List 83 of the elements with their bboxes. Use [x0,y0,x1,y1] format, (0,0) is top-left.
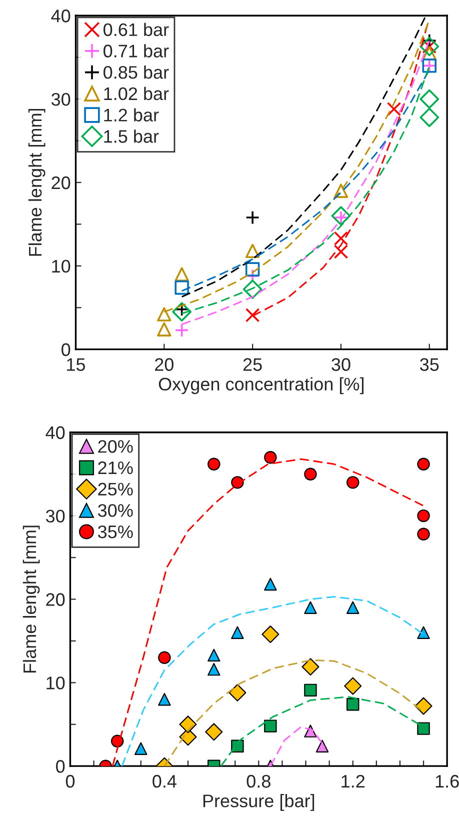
point [346,698,360,711]
point [417,626,430,639]
x-tick-label: 1.6 [436,774,459,788]
point [420,89,440,109]
y-axis-title: Flame lenght [mm] [22,526,40,673]
legend-label: 35% [98,525,133,538]
point [174,267,189,282]
y-axis-title: Flame lenght [mm] [28,109,46,256]
point [242,280,262,299]
point [231,626,244,639]
y-tick-label: 40 [51,10,70,22]
point [334,244,348,259]
point [245,244,260,258]
point [174,323,189,338]
point [245,262,260,276]
point [208,458,220,470]
legend-label: 0.61 bar [104,22,169,36]
point [208,648,220,662]
x-axis-title: Oxygen concentration [%] [158,377,364,394]
point [334,231,348,246]
point [316,740,329,752]
y-tick-label: 0 [56,760,65,773]
legend-label: 1.5 bar [104,130,159,143]
y-tick-label: 40 [46,426,65,440]
x-tick-label: 0.8 [246,774,270,788]
x-tick-label: 20 [155,358,174,371]
legend-label: 30% [98,504,133,517]
y-tick-label: 20 [46,593,65,606]
legend-label: 1.02 bar [104,86,169,100]
y-tick-label: 30 [46,510,65,523]
point [205,723,223,741]
legend-label: 25% [98,482,133,496]
point [157,322,172,336]
point [110,734,124,748]
point [264,578,277,591]
point [346,476,360,489]
point [417,528,430,541]
point [245,308,260,322]
point [245,210,260,225]
x-tick-label: 35 [420,358,439,371]
x-tick-label: 15 [67,358,86,371]
x-tick-label: 25 [243,358,262,371]
y-tick-label: 10 [46,676,65,690]
point [304,684,317,697]
point [231,476,244,489]
point [158,651,171,664]
x-tick-label: 30 [332,358,350,371]
point [417,722,430,735]
point [344,677,362,695]
point [331,206,351,226]
point [172,302,192,322]
legend-label: 21% [98,461,133,474]
legend-label: 0.85 bar [104,66,169,79]
legend-label: 0.71 bar [104,44,169,58]
point [157,307,172,322]
point [158,692,171,706]
point [420,108,440,128]
point [302,658,320,676]
point [304,601,317,614]
point [174,280,189,295]
point [264,720,277,732]
legend-label: 1.2 bar [104,108,159,122]
y-tick-label: 10 [52,260,70,273]
point [179,716,197,734]
point [208,662,220,676]
x-tick-label: 0.4 [152,774,176,788]
x-tick-label: 1.2 [342,774,364,788]
point [386,102,402,116]
y-tick-label: 0 [62,343,70,356]
y-tick-label: 20 [52,176,70,190]
point [417,458,430,470]
y-tick-label: 30 [51,92,70,106]
point [228,684,246,702]
point [417,509,430,522]
point [134,742,148,755]
point [262,626,280,644]
point [304,468,317,480]
point [264,451,277,464]
point [346,601,360,614]
legend-label: 20% [98,440,133,453]
point [414,697,432,715]
point [334,184,348,198]
x-axis-title: Pressure [bar] [203,794,314,811]
